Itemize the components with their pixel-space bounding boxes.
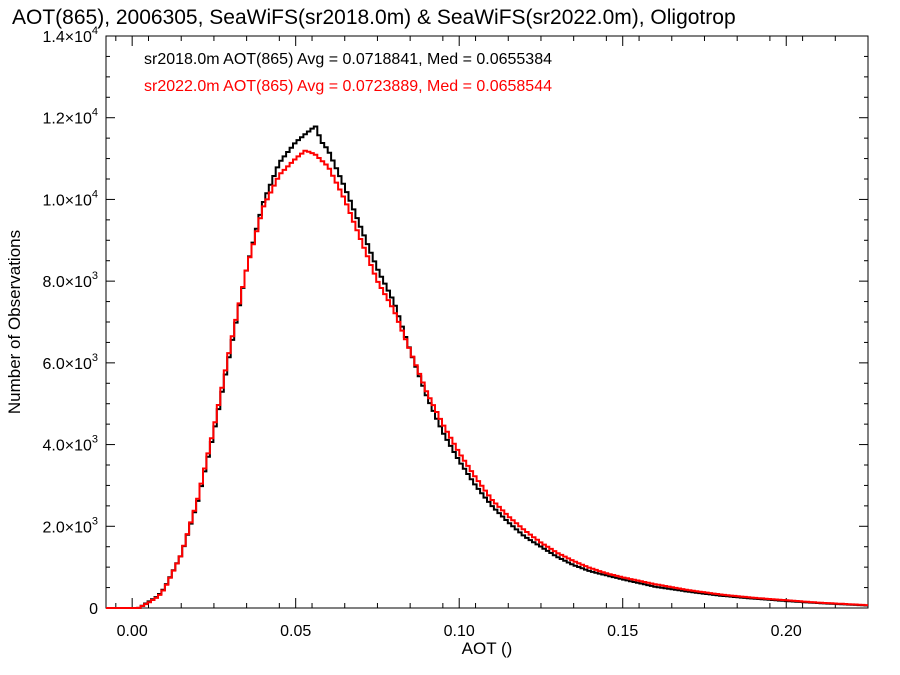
y-tick-mantissa: 1.2×10 <box>42 111 91 128</box>
x-tick-label: 0.05 <box>280 623 311 640</box>
series-layer <box>106 125 868 609</box>
y-tick-mantissa: 1.4×10 <box>42 29 91 46</box>
y-tick-exponent: 4 <box>92 188 98 200</box>
y-tick-label: 4.0×103 <box>42 434 98 455</box>
y-tick-exponent: 4 <box>92 107 98 119</box>
y-tick-label: 1.2×104 <box>42 107 98 128</box>
y-tick-label: 1.0×104 <box>42 188 98 209</box>
x-axis: 0.00 0.05 0.10 0.15 0.20 <box>115 36 836 640</box>
y-tick-label: 0 <box>89 601 98 618</box>
x-tick-label: 0.15 <box>607 623 638 640</box>
y-tick-exponent: 3 <box>92 270 98 282</box>
legend-entry-sr2018.0m: sr2018.0m AOT(865) Avg = 0.0718841, Med … <box>144 51 552 68</box>
y-tick-exponent: 4 <box>92 25 98 37</box>
x-tick-label: 0.10 <box>444 623 475 640</box>
y-tick-mantissa: 2.0×10 <box>42 519 91 536</box>
y-tick-mantissa: 1.0×10 <box>42 192 91 209</box>
y-axis-label: Number of Observations <box>5 230 24 414</box>
y-axis: 02.0×1034.0×1036.0×1038.0×1031.0×1041.2×… <box>42 25 868 618</box>
series-line-sr2022.0m <box>106 149 868 609</box>
legend-entry-sr2022.0m: sr2022.0m AOT(865) Avg = 0.0723889, Med … <box>144 78 552 95</box>
x-tick-label: 0.00 <box>117 623 148 640</box>
y-tick-exponent: 3 <box>92 352 98 364</box>
legend: sr2018.0m AOT(865) Avg = 0.0718841, Med … <box>144 51 552 95</box>
y-tick-label: 6.0×103 <box>42 352 98 373</box>
x-axis-label: AOT () <box>462 639 513 658</box>
plot-frame <box>105 35 869 609</box>
y-tick-exponent: 3 <box>92 434 98 446</box>
y-tick-exponent: 3 <box>92 515 98 527</box>
x-tick-label: 0.20 <box>771 623 802 640</box>
y-tick-mantissa: 6.0×10 <box>42 356 91 373</box>
chart-title: AOT(865), 2006305, SeaWiFS(sr2018.0m) & … <box>12 6 736 29</box>
y-tick-mantissa: 0 <box>89 601 98 618</box>
y-tick-mantissa: 4.0×10 <box>42 438 91 455</box>
series-line-sr2018.0m <box>106 125 868 609</box>
y-tick-mantissa: 8.0×10 <box>42 274 91 291</box>
y-tick-label: 8.0×103 <box>42 270 98 291</box>
y-tick-label: 2.0×103 <box>42 515 98 536</box>
y-tick-label: 1.4×104 <box>42 25 98 46</box>
